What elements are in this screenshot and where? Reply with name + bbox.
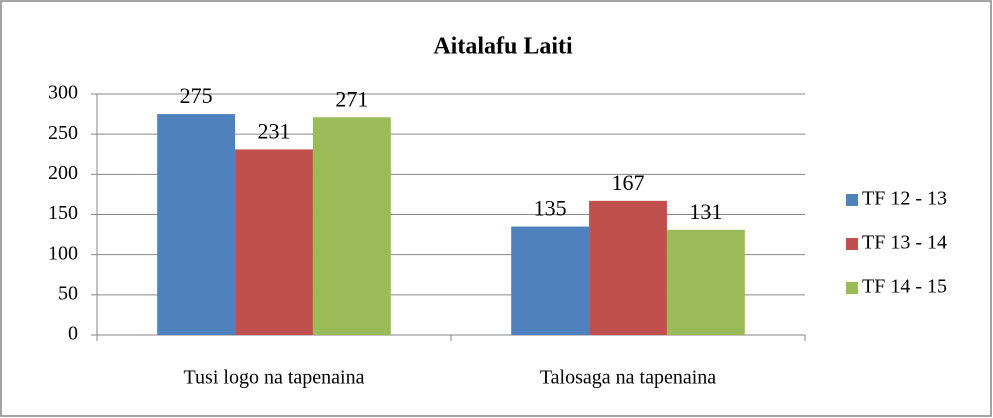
y-tick-label: 150 bbox=[48, 202, 78, 224]
legend-swatch bbox=[846, 282, 858, 294]
bar bbox=[157, 114, 236, 335]
bar bbox=[511, 226, 590, 335]
y-tick-label: 300 bbox=[48, 82, 78, 104]
x-tick-label: Talosaga na tapenaina bbox=[540, 367, 716, 389]
data-label: 231 bbox=[258, 118, 291, 143]
data-label: 275 bbox=[180, 83, 213, 108]
legend-swatch bbox=[846, 194, 858, 206]
chart-title: Aitalafu Laiti bbox=[433, 34, 573, 60]
data-label: 131 bbox=[689, 199, 722, 224]
bar bbox=[235, 149, 313, 335]
data-label: 167 bbox=[612, 170, 645, 195]
legend-label: TF 13 - 14 bbox=[862, 232, 947, 254]
legend-swatch bbox=[846, 238, 858, 250]
bar bbox=[589, 200, 667, 335]
bar bbox=[312, 117, 391, 336]
legend-label: TF 12 - 13 bbox=[862, 188, 947, 210]
y-tick-label: 250 bbox=[48, 122, 78, 144]
y-tick-label: 100 bbox=[48, 242, 78, 264]
y-tick-label: 200 bbox=[48, 162, 78, 184]
data-label: 135 bbox=[534, 196, 567, 221]
y-tick-label: 0 bbox=[68, 323, 78, 345]
legend-label: TF 14 - 15 bbox=[862, 276, 947, 298]
bar bbox=[666, 229, 745, 335]
x-tick-label: Tusi logo na tapenaina bbox=[184, 367, 365, 389]
data-label: 271 bbox=[335, 86, 368, 111]
y-tick-label: 50 bbox=[58, 282, 78, 304]
